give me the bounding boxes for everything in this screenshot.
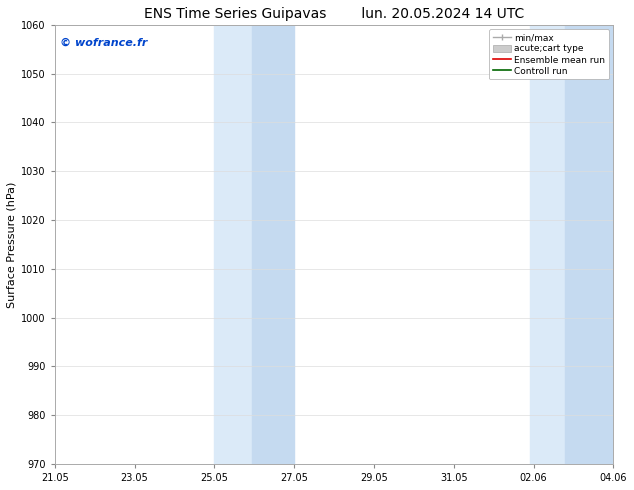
- Y-axis label: Surface Pressure (hPa): Surface Pressure (hPa): [7, 181, 17, 308]
- Bar: [252, 25, 294, 464]
- Text: © wofrance.fr: © wofrance.fr: [60, 38, 148, 48]
- Bar: [214, 25, 252, 464]
- Title: ENS Time Series Guipavas        lun. 20.05.2024 14 UTC: ENS Time Series Guipavas lun. 20.05.2024…: [144, 7, 524, 21]
- Bar: [566, 25, 613, 464]
- Legend: min/max, acute;cart type, Ensemble mean run, Controll run: min/max, acute;cart type, Ensemble mean …: [489, 29, 609, 79]
- Bar: [529, 25, 566, 464]
